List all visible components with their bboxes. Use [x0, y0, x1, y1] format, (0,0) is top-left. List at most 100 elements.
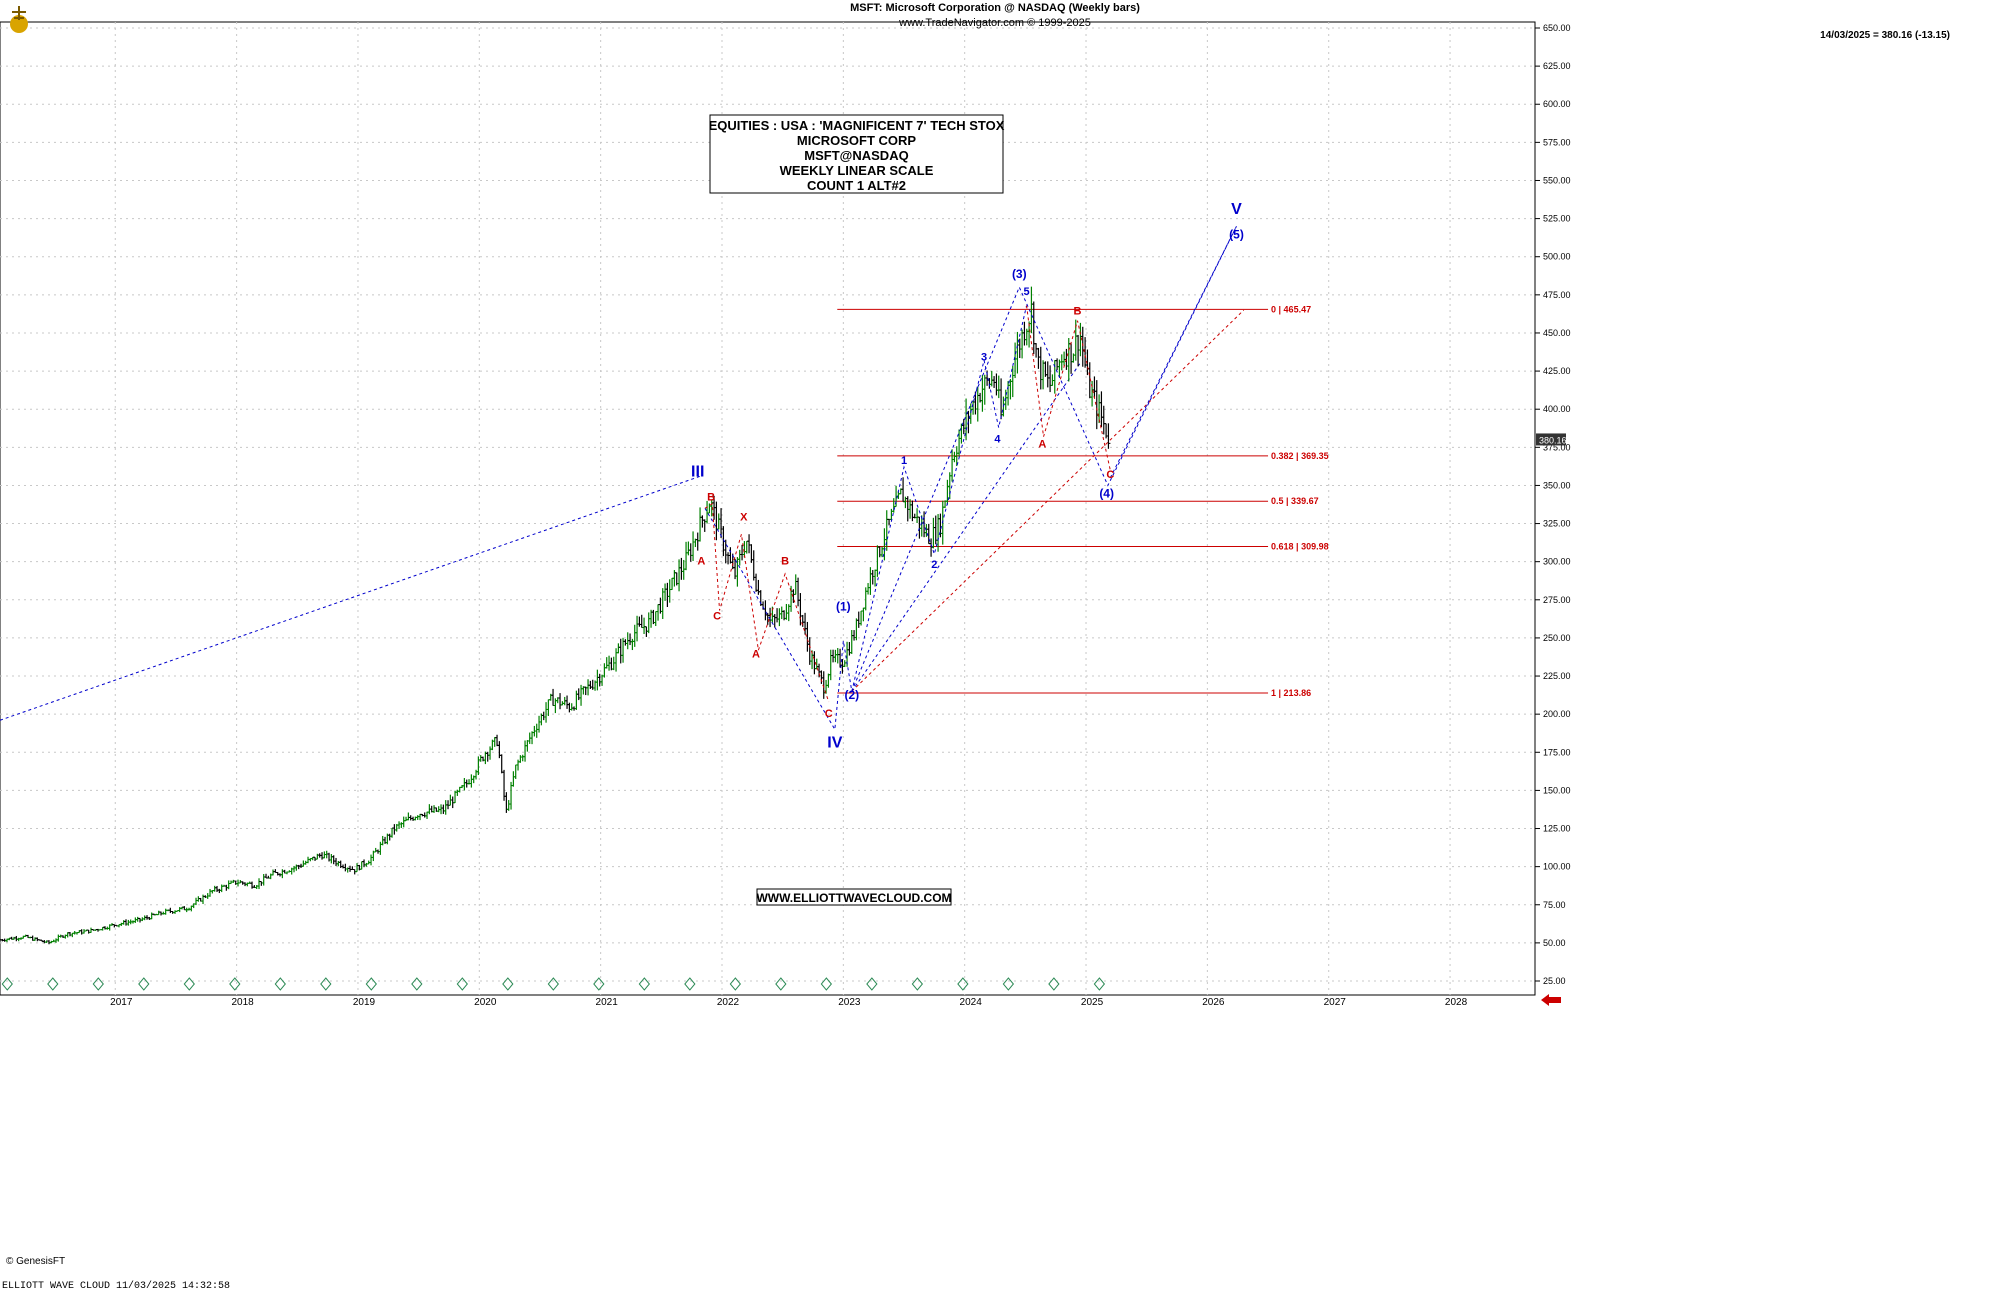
wave-label: 4 [994, 434, 1001, 446]
info-box-line: MICROSOFT CORP [797, 133, 916, 148]
wave-label: III [691, 463, 704, 480]
wave-label: (5) [1229, 227, 1244, 241]
dividend-marker-icon [547, 977, 559, 991]
x-tick-label: 2023 [838, 997, 861, 1008]
x-tick-label: 2026 [1202, 997, 1225, 1008]
wave-path-minor [851, 305, 1028, 692]
wave-label: A [752, 649, 760, 661]
dividend-marker-icon [1, 977, 13, 991]
dividend-marker-icon [638, 977, 650, 991]
dividend-marker-icon [183, 977, 195, 991]
y-tick-label: 50.00 [1543, 938, 1566, 948]
x-axis: 2017 2018 2019 2020 2021 2022 2023 2024 2025 2026… [1, 977, 1468, 1008]
dividend-marker-icon [411, 977, 423, 991]
y-tick-label: 475.00 [1543, 290, 1571, 300]
wave-path-primary [704, 226, 1237, 731]
dividend-marker-icon [92, 977, 104, 991]
dividend-marker-icon [775, 977, 787, 991]
dividend-marker-icon [274, 977, 286, 991]
y-tick-label: 375.00 [1543, 442, 1571, 452]
overlay: EQUITIES : USA : 'MAGNIFICENT 7' TECH ST… [709, 114, 1567, 1006]
y-tick-label: 150.00 [1543, 785, 1571, 795]
wave-label: A [1038, 438, 1046, 450]
y-tick-label: 400.00 [1543, 404, 1571, 414]
y-tick-label: 225.00 [1543, 671, 1571, 681]
dividend-marker-icon [1093, 977, 1106, 991]
x-tick-label: 2018 [231, 997, 254, 1008]
fibonacci-levels: 0 | 465.47 0.382 | 369.35 0.5 | 339.67 0.61… [837, 304, 1329, 698]
y-axis: 25.00 50.00 75.00 100.00 125.00 150.00 175.00 2… [1535, 23, 1571, 986]
fib-level-label: 0 | 465.47 [1271, 304, 1311, 314]
y-tick-label: 500.00 [1543, 252, 1571, 262]
x-tick-label: 2022 [717, 997, 740, 1008]
dividend-marker-icon [957, 977, 969, 991]
info-box-line: WEEKLY LINEAR SCALE [780, 163, 934, 178]
dividend-marker-icon [866, 977, 878, 991]
y-tick-label: 325.00 [1543, 519, 1571, 529]
wave-label: B [1074, 306, 1082, 318]
wave-label: (1) [836, 599, 851, 613]
fib-level-label: 0.382 | 369.35 [1271, 451, 1329, 461]
x-tick-label: 2028 [1445, 997, 1468, 1008]
info-box-line: COUNT 1 ALT#2 [807, 178, 906, 193]
wave-label: 1 [901, 455, 907, 467]
info-box-line: MSFT@NASDAQ [804, 148, 908, 163]
y-tick-label: 250.00 [1543, 633, 1571, 643]
trade-navigator-logo-icon [10, 6, 28, 33]
chart-grid [0, 21, 1536, 996]
wave-label: A [697, 556, 705, 568]
dividend-marker-icon [320, 977, 332, 991]
y-tick-label: 650.00 [1543, 23, 1571, 33]
footer-timestamp: ELLIOTT WAVE CLOUD 11/03/2025 14:32:58 [2, 1281, 231, 1292]
x-tick-label: 2021 [596, 997, 619, 1008]
y-tick-label: 350.00 [1543, 480, 1571, 490]
y-tick-label: 125.00 [1543, 824, 1571, 834]
y-tick-label: 200.00 [1543, 709, 1571, 719]
trendline [1109, 225, 1237, 479]
watermark-box [756, 888, 952, 906]
dividend-marker-icon [502, 977, 514, 991]
y-tick-label: 600.00 [1543, 99, 1571, 109]
wave-label: (3) [1012, 267, 1027, 281]
price-bars [0, 286, 1111, 945]
y-tick-label: 575.00 [1543, 137, 1571, 147]
wave-label: (4) [1099, 487, 1114, 501]
last-price-label: 380.16 [1539, 435, 1567, 445]
last-price-box [1536, 433, 1566, 446]
wave-label: 2 [931, 559, 937, 571]
trendline [851, 363, 1081, 692]
dividend-marker-icon [456, 977, 468, 991]
y-tick-label: 75.00 [1543, 900, 1566, 910]
x-tick-label: 2019 [353, 997, 376, 1008]
dividend-marker-icon [684, 977, 696, 991]
x-tick-label: 2020 [474, 997, 497, 1008]
wave-paths [704, 226, 1237, 731]
dividend-marker-icon [229, 977, 241, 991]
info-box-line: EQUITIES : USA : 'MAGNIFICENT 7' TECH ST… [709, 118, 1005, 133]
last-price-note: 14/03/2025 = 380.16 (-13.15) [1820, 30, 1950, 41]
dividend-marker-icon [47, 977, 59, 991]
wave-label: 3 [981, 351, 987, 363]
wave-label: C [1106, 469, 1114, 481]
wave-label: C [825, 708, 833, 720]
x-tick-label: 2017 [110, 997, 133, 1008]
fib-level-label: 0.618 | 309.98 [1271, 541, 1329, 551]
dividend-marker-icon [365, 977, 377, 991]
wave-label: 5 [1024, 286, 1030, 298]
wave-labels: III IV V (1) (2) (3) (4) (5) 1 2 3 4 5 A B C X A B C A B C [691, 201, 1244, 752]
wave-path-correction [704, 502, 830, 703]
x-tick-label: 2024 [960, 997, 983, 1008]
fib-level-label: 0.5 | 339.67 [1271, 496, 1319, 506]
wave-label: IV [827, 735, 842, 752]
trendline [851, 309, 1245, 692]
chart-header-title: MSFT: Microsoft Corporation @ NASDAQ (We… [850, 2, 1140, 14]
trendlines [0, 225, 1245, 721]
x-tick-label: 2027 [1324, 997, 1347, 1008]
dividend-marker-icon [1048, 977, 1060, 991]
y-tick-label: 275.00 [1543, 595, 1571, 605]
y-tick-label: 100.00 [1543, 862, 1571, 872]
y-tick-label: 425.00 [1543, 366, 1571, 376]
wave-path-correction [1026, 305, 1111, 471]
dividend-marker-icon [1002, 977, 1015, 991]
